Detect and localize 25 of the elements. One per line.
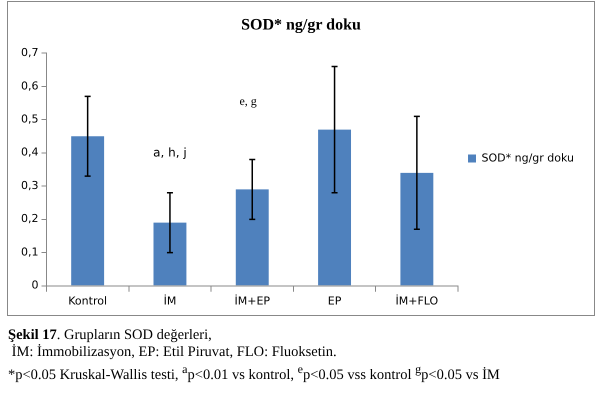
- text: İM: İmmobilizasyon, EP: Etil Piruvat, FLO: Fluoksetin.: [10, 344, 338, 361]
- y-tick-label: 0,7: [20, 46, 38, 60]
- x-tick-label: Kontrol: [68, 294, 108, 308]
- y-tick-label: 0: [31, 278, 38, 292]
- text: *p<0.05 Kruskal-Wallis testi, $^{a}$p<0.01 vs kontrol, $^{e}$p<0.05 vss kontrol $^{g}$p<0.05 vs İM: [8, 361, 501, 384]
- y-tick-label: 0,2: [20, 212, 38, 226]
- y-tick-label: 0,1: [20, 245, 38, 258]
- x-tick-label: İM+FLO: [396, 293, 439, 308]
- annotation: e, g: [239, 94, 257, 108]
- y-tick-label: 0,6: [20, 79, 38, 92]
- text: Şekil 17. Grupların SOD değerleri,: [8, 327, 213, 344]
- bar: [400, 172, 434, 286]
- bar: [153, 222, 186, 286]
- bar: [318, 130, 352, 286]
- chart-title: SOD* ng/gr doku: [241, 16, 361, 34]
- bar: [236, 189, 269, 286]
- annotation: a, h, j: [153, 145, 187, 160]
- x-tick-label: EP: [328, 294, 342, 308]
- legend-label: SOD* ng/gr doku: [482, 151, 574, 164]
- y-tick-label: 0,4: [20, 146, 38, 159]
- x-tick-label: İM+EP: [234, 293, 270, 308]
- x-tick-label: İM: [164, 293, 176, 308]
- bar: [71, 136, 104, 286]
- y-tick-label: 0,5: [20, 112, 38, 126]
- y-tick-label: 0,3: [20, 178, 38, 192]
